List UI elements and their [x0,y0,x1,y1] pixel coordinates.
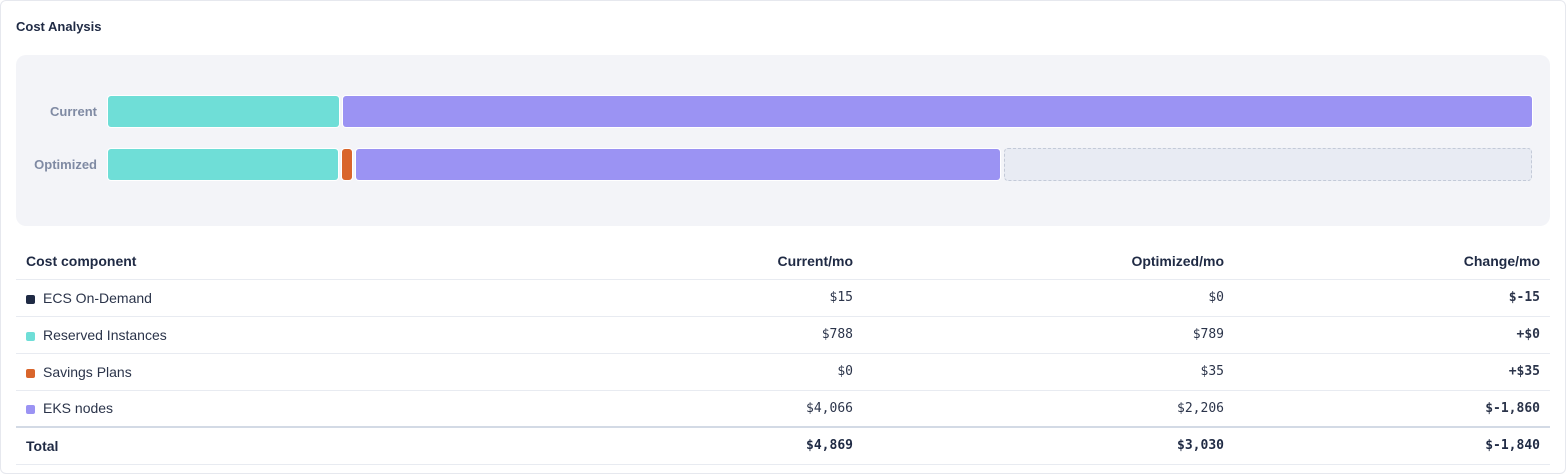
header-current: Current/mo [476,243,853,280]
total-optimized: $3,030 [853,426,1224,465]
change-cost: $-15 [1224,279,1550,317]
bar-segment-eks-nodes[interactable] [356,149,1000,180]
change-cost: +$0 [1224,316,1550,354]
legend-swatch-icon [26,368,35,378]
header-change: Change/mo [1224,243,1550,280]
change-cost: +$35 [1224,353,1550,391]
current-cost: $4,066 [476,390,853,428]
header-component: Cost component [16,243,476,280]
total-current: $4,869 [476,426,853,465]
header-optimized: Optimized/mo [853,243,1224,280]
component-name: Reserved Instances [43,326,167,343]
bar-savings-gap [1003,148,1532,181]
bar-segment-reserved-instances[interactable] [108,96,339,127]
component-name: ECS On-Demand [43,289,152,306]
bar-segment-savings-plans[interactable] [342,149,353,180]
total-label: Total [16,426,476,465]
change-cost: $-1,860 [1224,390,1550,428]
table-row: Savings Plans $0 $35 +$35 [16,353,1550,391]
optimized-cost: $2,206 [853,390,1224,428]
current-cost: $788 [476,316,853,354]
component-name: Savings Plans [43,363,132,380]
legend-swatch-icon [26,405,35,415]
optimized-cost: $35 [853,353,1224,391]
row-label-current: Current [50,104,97,119]
table-row: ECS On-Demand $15 $0 $-15 [16,279,1550,317]
bar-segment-reserved-instances[interactable] [108,149,339,180]
optimized-cost: $789 [853,316,1224,354]
legend-swatch-icon [26,331,35,341]
total-change: $-1,840 [1224,426,1550,465]
table-header-row: Cost component Current/mo Optimized/mo C… [16,243,1550,280]
row-label-optimized: Optimized [34,157,97,172]
card-title: Cost Analysis [16,19,102,34]
legend-swatch-icon [26,294,35,304]
bar-segment-eks-nodes[interactable] [342,96,1532,127]
optimized-cost: $0 [853,279,1224,317]
table-row: EKS nodes $4,066 $2,206 $-1,860 [16,390,1550,428]
cost-bar-chart: Current Optimized [16,55,1550,226]
total-row: Total $4,869 $3,030 $-1,840 [16,426,1550,465]
current-cost: $0 [476,353,853,391]
current-cost: $15 [476,279,853,317]
cost-table: Cost component Current/mo Optimized/mo C… [16,243,1550,465]
table-row: Reserved Instances $788 $789 +$0 [16,316,1550,354]
component-name: EKS nodes [43,400,114,417]
